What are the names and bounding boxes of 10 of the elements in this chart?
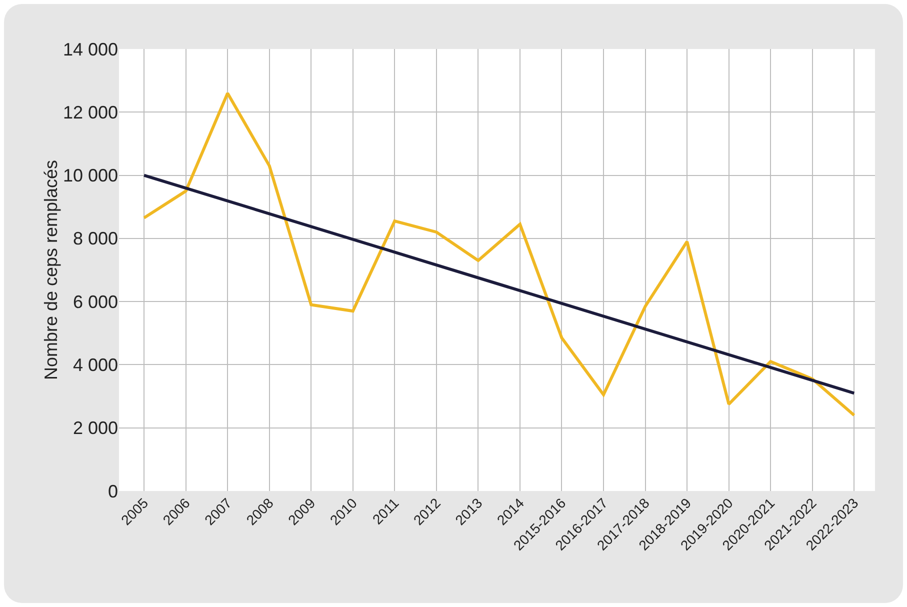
y-tick-label: 12 000: [62, 102, 118, 122]
y-axis-title: Nombre de ceps remplacés: [40, 160, 61, 380]
line-series: [142, 92, 856, 417]
y-tick-label: 6 000: [72, 292, 118, 312]
y-tick-label: 14 000: [62, 39, 118, 60]
y-tick-label: 0: [108, 481, 118, 502]
y-tick-label: 8 000: [72, 228, 118, 249]
y-tick-label: 2 000: [72, 418, 118, 438]
y-tick-label: 10 000: [62, 166, 118, 186]
y-tick-label: 4 000: [72, 355, 118, 376]
